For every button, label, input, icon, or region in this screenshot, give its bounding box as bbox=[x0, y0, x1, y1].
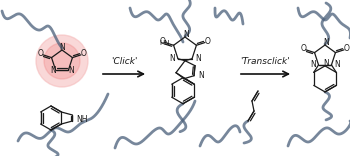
Text: 'Transclick': 'Transclick' bbox=[240, 57, 290, 66]
Text: N: N bbox=[323, 59, 329, 68]
Text: N: N bbox=[195, 54, 201, 63]
Text: O: O bbox=[159, 37, 165, 46]
Text: N: N bbox=[59, 43, 65, 52]
Text: 'Click': 'Click' bbox=[111, 57, 137, 66]
Text: N: N bbox=[323, 38, 329, 47]
Text: N: N bbox=[50, 66, 56, 75]
Text: O: O bbox=[81, 49, 87, 58]
Text: O: O bbox=[205, 37, 211, 46]
Text: N: N bbox=[335, 60, 340, 69]
Text: N: N bbox=[183, 30, 189, 39]
Text: N: N bbox=[310, 60, 316, 69]
Text: HN: HN bbox=[159, 40, 170, 46]
Text: O: O bbox=[300, 44, 306, 53]
Text: N: N bbox=[198, 71, 204, 80]
Text: NH: NH bbox=[76, 115, 88, 124]
Circle shape bbox=[36, 35, 88, 87]
Text: N: N bbox=[68, 66, 74, 75]
Text: O: O bbox=[37, 49, 43, 58]
Circle shape bbox=[44, 43, 80, 79]
Text: O: O bbox=[344, 44, 350, 53]
Text: N: N bbox=[169, 54, 175, 63]
